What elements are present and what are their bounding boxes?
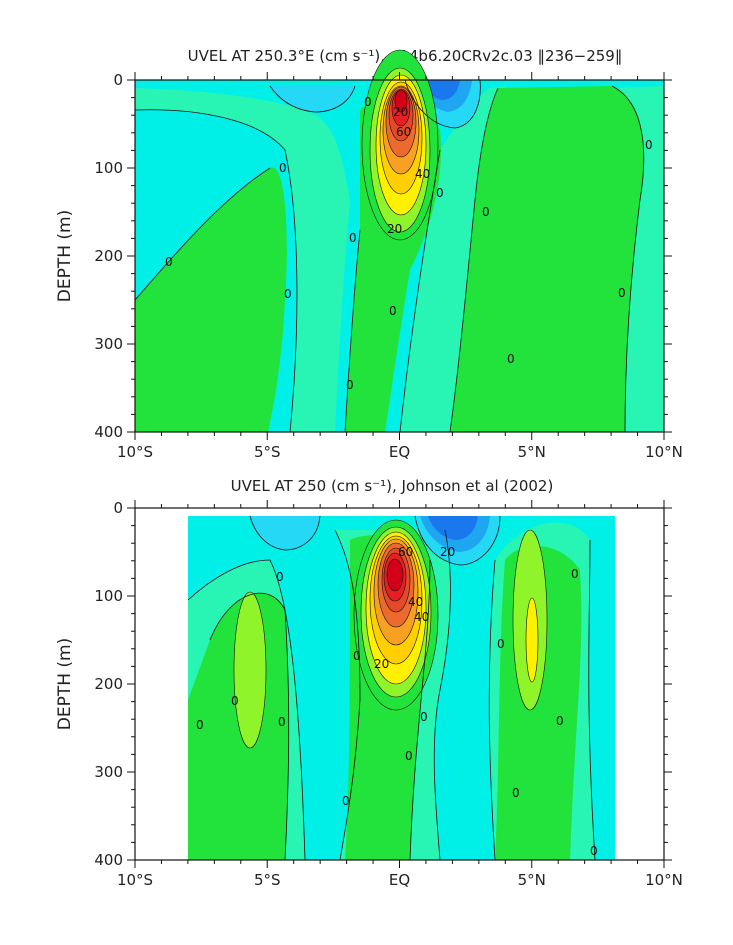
bottom-clabel: 0 [231,694,239,708]
bottom-contour-line-b [209,592,290,861]
top-clabel: 60 [396,125,411,139]
top-green-southwest [135,167,287,433]
top-x-tick-label: 10°S [117,443,153,461]
top-clabel: 0 [645,138,653,152]
top-clabel: 0 [482,205,490,219]
top-clabel: 0 [436,186,444,200]
top-y-tick-label: 0 [113,71,123,89]
bottom-pocket-west [233,591,267,749]
top-contour-line-f [611,85,645,433]
bottom-euc-contour-80 [386,558,404,592]
top-x-tick-label: 10°N [645,443,683,461]
top-panel: UVEL AT 250.3°E (cm s⁻¹), g14b6.20CRv2c.… [55,47,683,461]
top-contour-line-b [134,167,271,301]
bottom-westward-south [250,516,320,550]
bottom-chart-title: UVEL AT 250 (cm s⁻¹), Johnson et al (200… [231,477,554,495]
bottom-y-tick-label: 0 [113,499,123,517]
bottom-westward-north-3 [428,516,478,540]
top-clabel: 0 [279,161,287,175]
top-x-tick-label: 5°N [518,443,546,461]
top-westward-north-3 [422,80,460,100]
bottom-x-tick-label: 5°S [254,871,281,889]
top-green-northeast [450,86,644,432]
bottom-clabel: 0 [278,715,286,729]
top-x-tick-label: EQ [389,443,410,461]
bottom-contour-line-g [409,559,431,861]
bottom-clabel: 40 [414,610,429,624]
bottom-clabel: 40 [408,595,423,609]
top-y-tick-label: 300 [94,335,123,353]
top-clabel: 0 [618,286,626,300]
top-clabel: 0 [364,95,372,109]
bottom-x-tick-label: EQ [389,871,410,889]
top-y-axis-label: DEPTH (m) [55,210,75,302]
bottom-contour-labels: 60 40 20 20 40 0 0 0 0 0 0 0 0 0 0 0 0 0 [196,545,598,858]
bottom-clabel: 20 [440,545,455,559]
bottom-contour-line-c [334,529,361,861]
bottom-pocket-east-core [525,597,539,683]
top-contour-line-h [404,79,481,129]
top-contour-line-d [399,149,441,433]
bottom-clabel: 0 [342,794,350,808]
bottom-clabel: 20 [374,657,389,671]
top-contour-line-a [134,109,298,433]
bottom-clabel: 0 [497,637,505,651]
bottom-clabel: 0 [353,649,361,663]
bottom-clabel: 0 [276,570,284,584]
top-y-tick-label: 100 [94,159,123,177]
top-clabel: 20 [387,222,402,236]
top-contour-line-e [449,87,499,433]
bottom-contour-line-e [488,559,496,861]
bottom-contour-line-a [187,559,306,861]
top-contour-labels: 20 60 40 20 0 0 0 0 0 0 0 0 0 0 0 0 [165,95,653,392]
bottom-clabel: 0 [571,567,579,581]
bottom-contour-line-f [588,539,596,861]
bottom-clabel: 60 [398,545,413,559]
bottom-panel: UVEL AT 250 (cm s⁻¹), Johnson et al (200… [55,477,683,889]
bottom-x-tick-label: 5°N [518,871,546,889]
top-clabel: 0 [346,378,354,392]
bottom-y-tick-label: 300 [94,763,123,781]
bottom-y-tick-label: 400 [94,851,123,869]
bottom-x-tick-label: 10°S [117,871,153,889]
top-clabel: 40 [415,167,430,181]
bottom-contour-line-h [249,515,321,551]
bottom-no-data-top [135,508,664,516]
top-clabel: 0 [165,255,173,269]
top-contour-line-c [344,229,361,433]
top-clabel: 0 [349,231,357,245]
bottom-clabel: 0 [420,710,428,724]
top-clabel: 0 [389,304,397,318]
top-y-tick-label: 400 [94,423,123,441]
bottom-clabel: 0 [405,749,413,763]
bottom-no-data-west [135,516,188,860]
top-contour-field: 20 60 40 20 0 0 0 0 0 0 0 0 0 0 0 0 [134,49,664,433]
top-euc-contour-80 [394,89,408,113]
bottom-no-data-east [615,516,664,860]
bottom-clabel: 0 [556,714,564,728]
top-clabel: 20 [393,105,408,119]
bottom-contour-line-i [414,515,501,566]
bottom-y-tick-label: 100 [94,587,123,605]
bottom-y-axis-label: DEPTH (m) [55,638,75,730]
bottom-contour-field: 60 40 20 20 40 0 0 0 0 0 0 0 0 0 0 0 0 0 [135,508,664,861]
top-clabel: 0 [284,287,292,301]
bottom-clabel: 0 [590,844,598,858]
top-westward-south [270,86,355,112]
bottom-clabel: 0 [512,786,520,800]
top-zero-band-far-east [610,86,664,432]
top-clabel: 0 [507,352,515,366]
bottom-clabel: 0 [196,718,204,732]
top-y-tick-label: 200 [94,247,123,265]
bottom-y-tick-label: 200 [94,675,123,693]
top-contour-line-g [269,85,356,113]
bottom-contour-line-d [433,529,451,861]
top-x-tick-label: 5°S [254,443,281,461]
bottom-x-tick-label: 10°N [645,871,683,889]
